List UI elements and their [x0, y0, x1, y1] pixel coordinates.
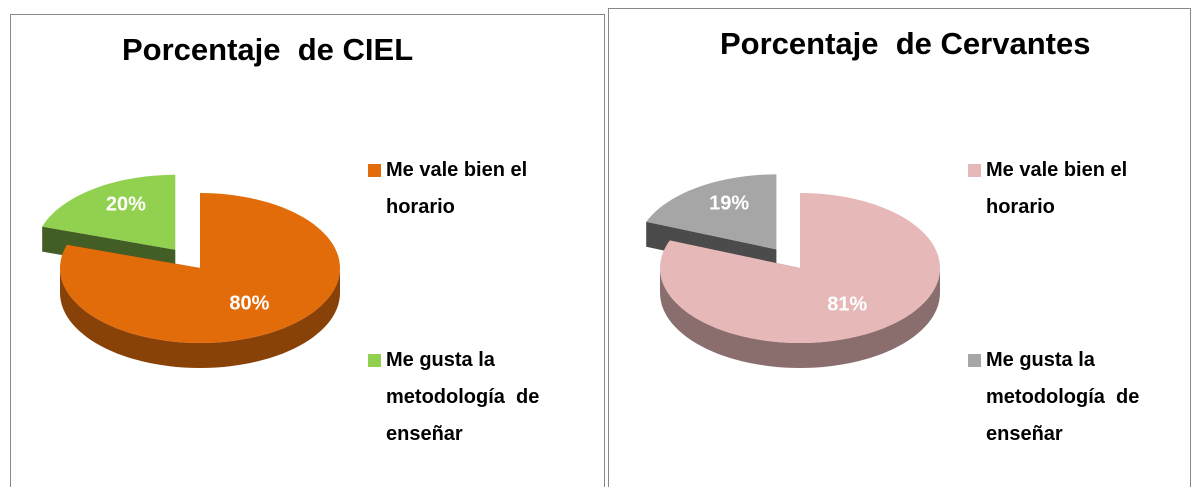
legend-swatch	[368, 354, 381, 367]
slice-side	[660, 268, 940, 368]
legend-label: Me vale bien el horario	[986, 159, 1133, 218]
slice	[60, 193, 340, 368]
slice-top	[660, 193, 940, 343]
chart-title: Porcentaje de Cervantes	[720, 26, 1091, 61]
data-label: 20%	[106, 194, 146, 216]
panel	[10, 14, 605, 487]
data-label: 19%	[709, 192, 749, 214]
slice	[660, 193, 940, 368]
legend-swatch	[968, 164, 981, 177]
slice-top	[42, 174, 176, 250]
slice-top	[646, 174, 777, 250]
legend-label: Me gusta la metodología de enseñar	[386, 349, 545, 445]
slice-top	[60, 193, 340, 343]
chart-title: Porcentaje de CIEL	[122, 32, 414, 67]
legend-label: Me gusta la metodología de enseñar	[986, 349, 1145, 445]
legend-label: Me vale bien el horario	[386, 159, 533, 218]
slice-side	[60, 268, 340, 368]
legend-swatch	[368, 164, 381, 177]
data-label: 80%	[229, 293, 269, 315]
legend-swatch	[968, 354, 981, 367]
data-label: 81%	[827, 293, 867, 315]
